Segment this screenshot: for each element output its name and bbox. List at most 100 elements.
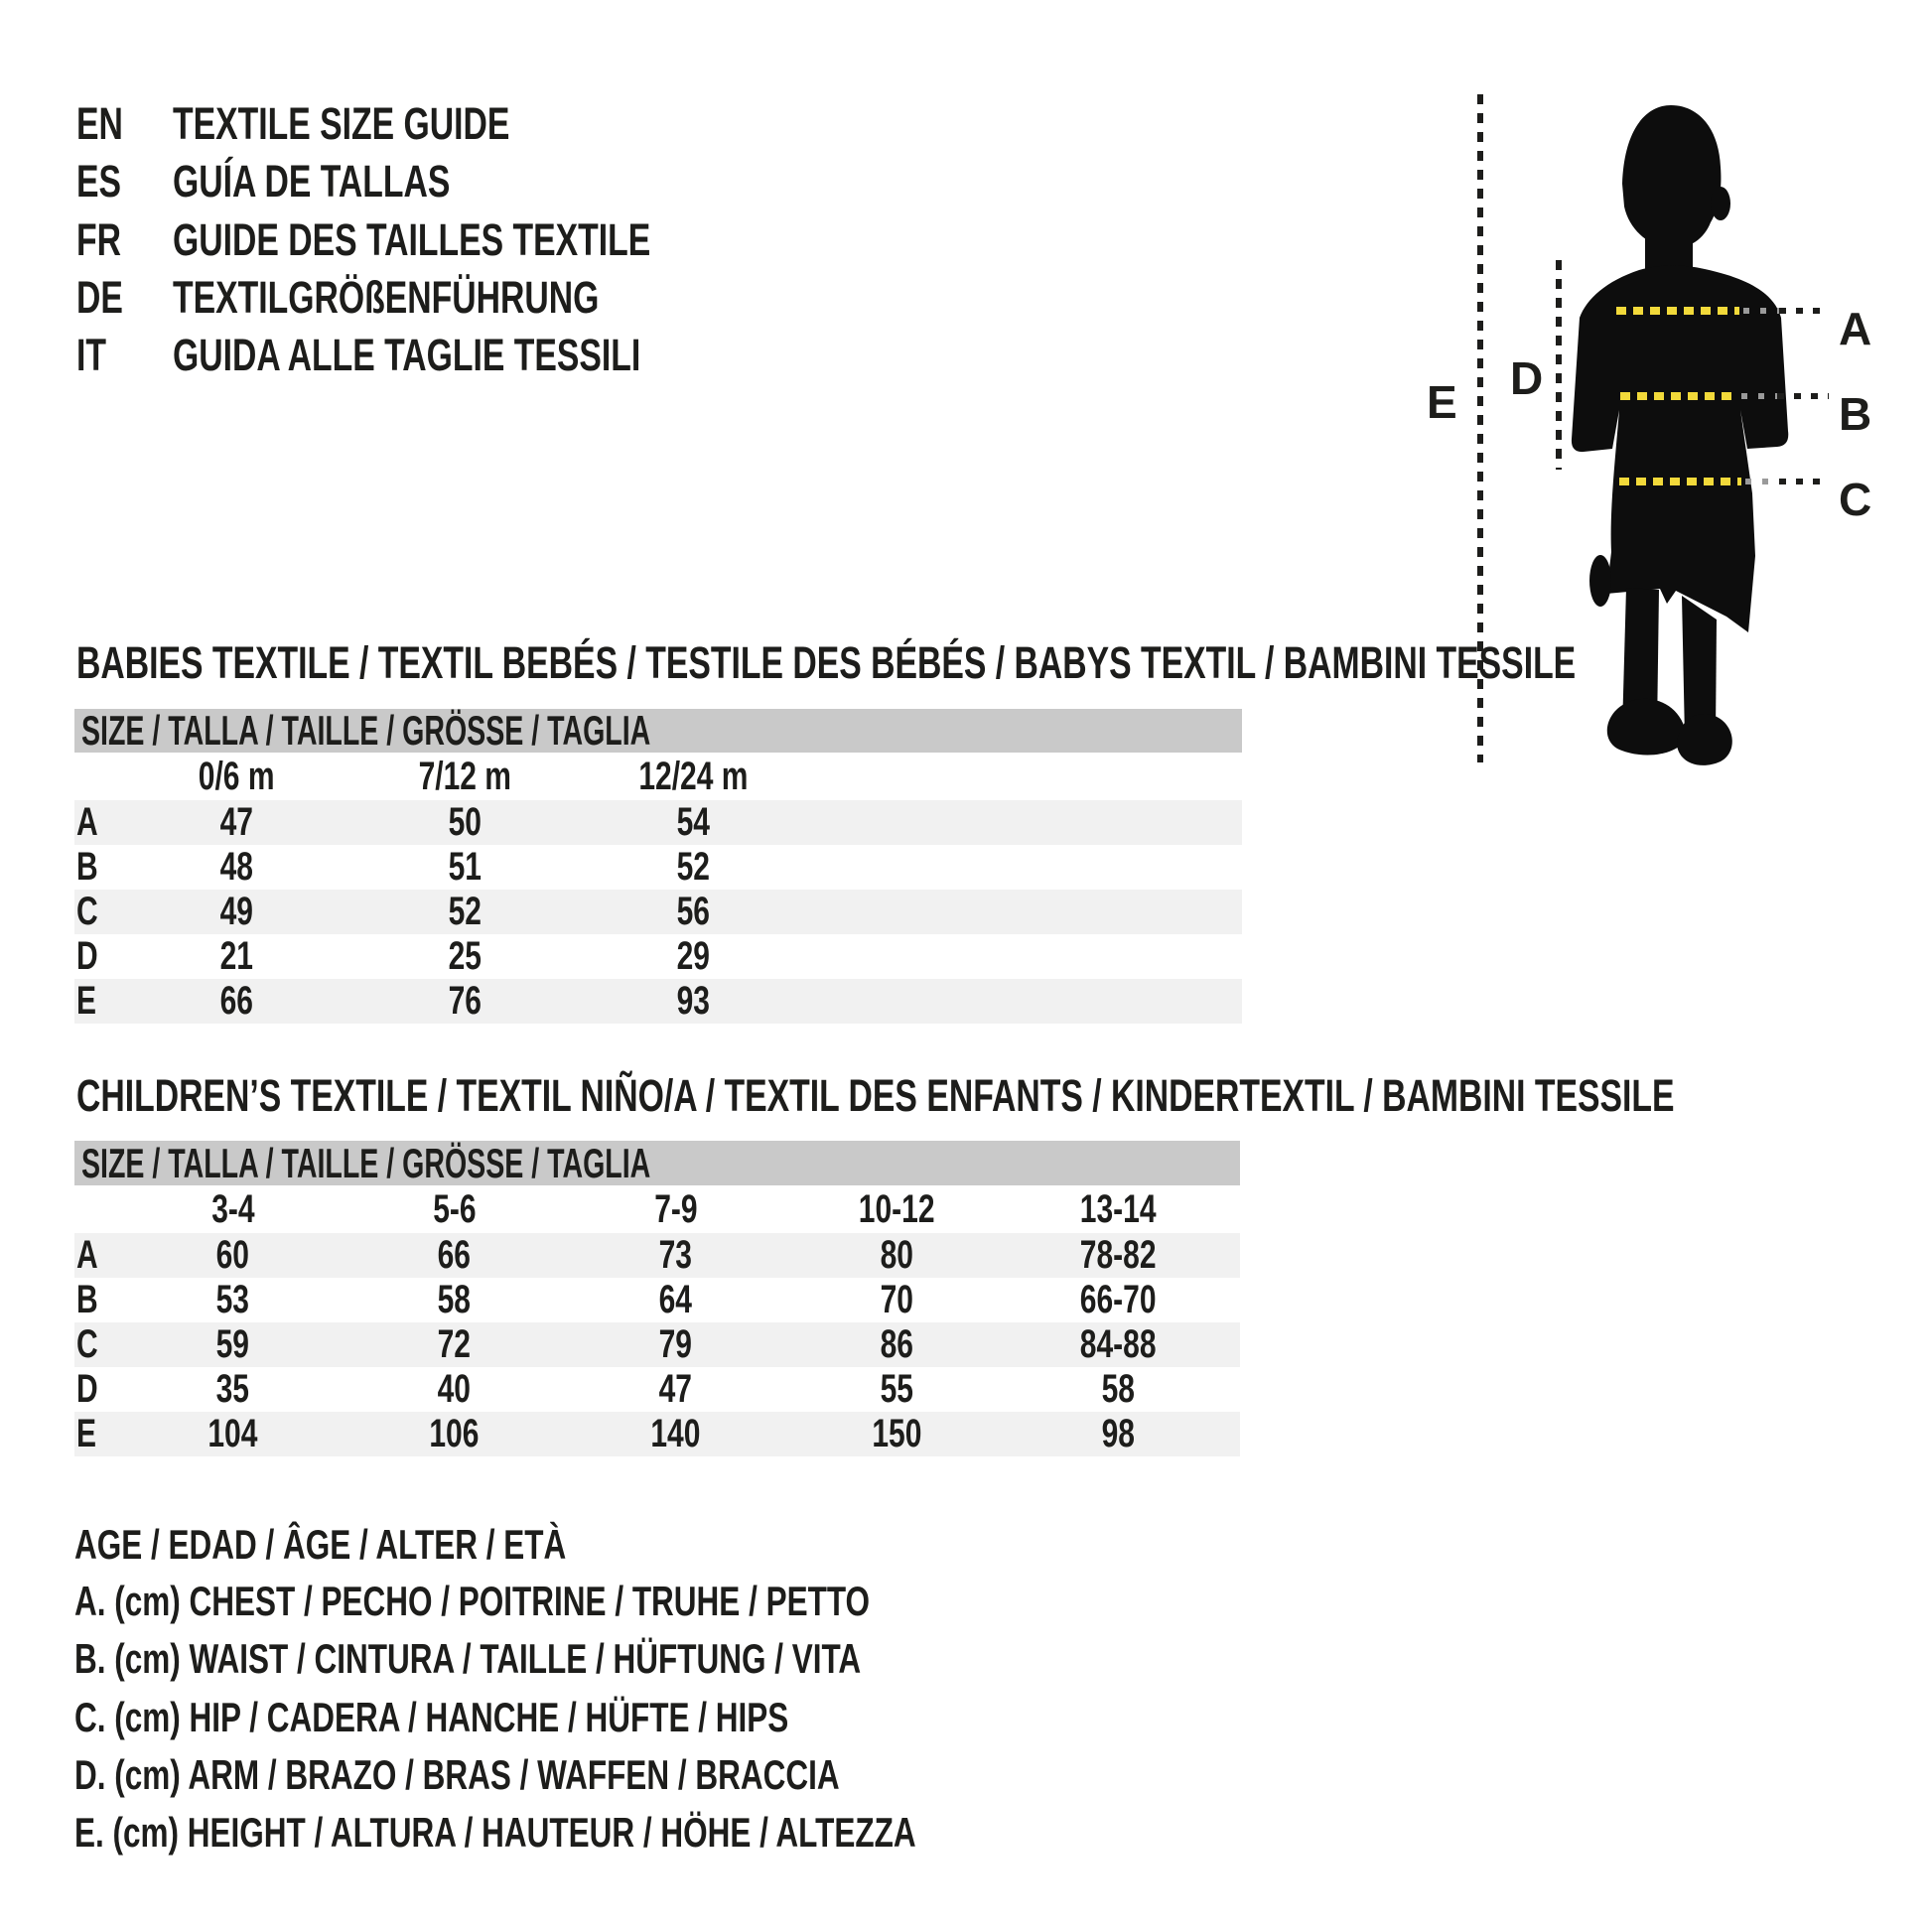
title-it-label: GUIDA ALLE TAGLIE TESSILI xyxy=(173,330,641,380)
row-label-text: A xyxy=(76,800,98,844)
child-measurement-figure: A B C D E xyxy=(1427,94,1871,765)
lang-code-label: FR xyxy=(76,214,121,265)
babies-column-header-row: 0/6 m 7/12 m 12/24 m xyxy=(74,753,1242,800)
table-cell: 64 xyxy=(565,1278,786,1322)
corner-cell xyxy=(74,1185,122,1233)
cell-value: 29 xyxy=(676,934,710,978)
title-fr-label: GUIDE DES TAILLES TEXTILE xyxy=(173,214,651,265)
cell-value: 21 xyxy=(219,934,253,978)
legend-chest-line: A. (cm) CHEST / PECHO / POITRINE / TRUHE… xyxy=(74,1581,1135,1622)
row-label: A xyxy=(74,800,122,845)
cell-value: 78-82 xyxy=(1080,1233,1157,1277)
column-header: 0/6 m xyxy=(122,753,350,800)
cell-value: 58 xyxy=(437,1278,472,1321)
row-label: B xyxy=(74,1278,122,1322)
children-size-table: SIZE / TALLA / TAILLE / GRÖSSE / TAGLIA … xyxy=(74,1141,1240,1456)
table-row: A 47 50 54 xyxy=(74,800,1242,845)
table-cell: 49 xyxy=(122,890,350,934)
table-row: B 48 51 52 xyxy=(74,845,1242,890)
table-cell: 51 xyxy=(350,845,579,890)
table-cell: 76 xyxy=(350,979,579,1024)
cell-value: 93 xyxy=(676,979,710,1023)
cell-value: 49 xyxy=(219,890,253,933)
title-it: GUIDA ALLE TAGLIE TESSILI xyxy=(173,333,796,377)
column-header-label: 12/24 m xyxy=(637,755,749,798)
cell-value: 73 xyxy=(658,1233,693,1277)
cell-value: 79 xyxy=(658,1322,693,1366)
legend-age-line: AGE / EDAD / ÂGE / ALTER / ETÀ xyxy=(74,1524,730,1566)
silhouette-right-leg xyxy=(1682,596,1717,743)
column-header-label: 7-9 xyxy=(653,1187,698,1231)
lang-code-fr: FR xyxy=(76,217,136,262)
babies-size-table: SIZE / TALLA / TAILLE / GRÖSSE / TAGLIA … xyxy=(74,709,1242,1024)
table-row: E 104 106 140 150 98 xyxy=(74,1412,1240,1456)
table-cell: 58 xyxy=(344,1278,565,1322)
legend-line-text: E. (cm) HEIGHT / ALTURA / HAUTEUR / HÖHE… xyxy=(74,1809,916,1856)
table-cell: 55 xyxy=(786,1367,1008,1412)
title-es-label: GUÍA DE TALLAS xyxy=(173,156,451,207)
table-cell: 40 xyxy=(344,1367,565,1412)
title-en: TEXTILE SIZE GUIDE xyxy=(173,101,622,146)
table-cell: 86 xyxy=(786,1322,1008,1367)
lang-code-it: IT xyxy=(76,333,116,377)
legend-line-text: B. (cm) WAIST / CINTURA / TAILLE / HÜFTU… xyxy=(74,1635,862,1682)
legend-arm-line: D. (cm) ARM / BRAZO / BRAS / WAFFEN / BR… xyxy=(74,1754,1094,1796)
table-cell: 56 xyxy=(579,890,807,934)
children-section-heading: CHILDREN’S TEXTILE / TEXTIL NIÑO/A / TEX… xyxy=(76,1073,1932,1118)
column-header-label: 10-12 xyxy=(859,1187,935,1231)
cell-value: 47 xyxy=(219,800,253,844)
table-cell: 73 xyxy=(565,1233,786,1278)
title-de: TEXTILGRÖßENFÜHRUNG xyxy=(173,275,741,320)
marker-e: E xyxy=(1427,376,1457,428)
row-label: E xyxy=(74,1412,122,1456)
table-cell: 52 xyxy=(350,890,579,934)
row-label-text: B xyxy=(76,845,98,889)
filler-cell xyxy=(807,890,1242,934)
table-cell: 47 xyxy=(565,1367,786,1412)
children-size-header-bar: SIZE / TALLA / TAILLE / GRÖSSE / TAGLIA xyxy=(74,1141,1240,1185)
size-header-label: SIZE / TALLA / TAILLE / GRÖSSE / TAGLIA xyxy=(81,1140,651,1186)
cell-value: 55 xyxy=(880,1367,914,1411)
corner-cell xyxy=(74,753,122,800)
lang-code-de: DE xyxy=(76,275,139,320)
cell-value: 150 xyxy=(872,1412,922,1455)
row-label: C xyxy=(74,1322,122,1367)
table-cell: 72 xyxy=(344,1322,565,1367)
cell-value: 52 xyxy=(448,890,482,933)
marker-b: B xyxy=(1839,388,1871,440)
row-label: D xyxy=(74,1367,122,1412)
row-label-text: D xyxy=(76,934,98,978)
cell-value: 48 xyxy=(219,845,253,889)
table-cell: 60 xyxy=(122,1233,344,1278)
cell-value: 54 xyxy=(676,800,710,844)
column-header: 5-6 xyxy=(344,1185,565,1233)
babies-section-heading-label: BABIES TEXTILE / TEXTIL BEBÉS / TESTILE … xyxy=(76,637,1577,688)
silhouette-right-shoe xyxy=(1677,714,1732,765)
cell-value: 70 xyxy=(880,1278,914,1321)
cell-value: 50 xyxy=(448,800,482,844)
row-label-text: D xyxy=(76,1367,98,1411)
column-header-label: 0/6 m xyxy=(198,755,275,798)
table-cell: 25 xyxy=(350,934,579,979)
table-cell: 53 xyxy=(122,1278,344,1322)
cell-value: 106 xyxy=(429,1412,480,1455)
table-cell: 84-88 xyxy=(1008,1322,1229,1367)
lang-code-label: ES xyxy=(76,156,122,207)
legend-waist-line: B. (cm) WAIST / CINTURA / TAILLE / HÜFTU… xyxy=(74,1638,1123,1680)
silhouette-hand xyxy=(1589,555,1611,607)
table-cell: 106 xyxy=(344,1412,565,1456)
column-header: 10-12 xyxy=(786,1185,1008,1233)
cell-value: 76 xyxy=(448,979,482,1023)
cell-value: 35 xyxy=(215,1367,250,1411)
marker-a: A xyxy=(1839,303,1871,354)
row-label-text: A xyxy=(76,1233,98,1277)
column-header-label: 3-4 xyxy=(210,1187,255,1231)
row-label: D xyxy=(74,934,122,979)
babies-section-heading: BABIES TEXTILE / TEXTIL BEBÉS / TESTILE … xyxy=(76,640,1932,685)
cell-value: 104 xyxy=(207,1412,258,1455)
table-row: D 35 40 47 55 58 xyxy=(74,1367,1240,1412)
table-cell: 59 xyxy=(122,1322,344,1367)
table-cell: 58 xyxy=(1008,1367,1229,1412)
cell-value: 40 xyxy=(437,1367,472,1411)
cell-value: 47 xyxy=(658,1367,693,1411)
